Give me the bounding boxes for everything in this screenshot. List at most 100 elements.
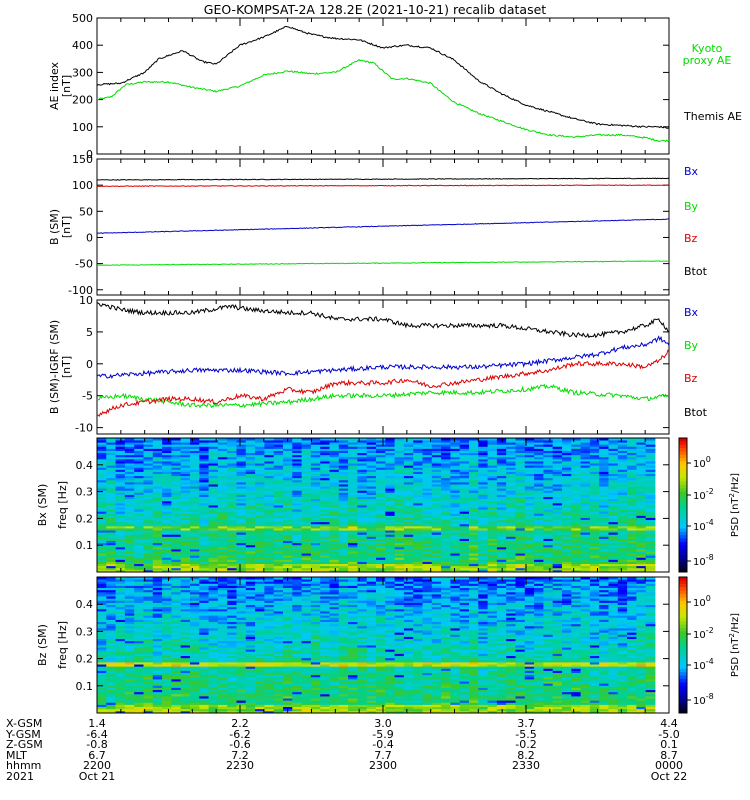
spectrogram-cell xyxy=(617,467,628,470)
spectrogram-cell xyxy=(431,540,442,544)
spectrogram-cell xyxy=(199,536,209,539)
spectrogram-cell xyxy=(338,456,349,460)
spectrogram-cell xyxy=(431,463,442,466)
spectrogram-cell xyxy=(338,469,349,472)
spectrogram-cell xyxy=(589,488,600,491)
spectrogram-cell xyxy=(366,536,377,539)
spectrogram-cell xyxy=(97,598,107,601)
spectrogram-cell xyxy=(376,555,386,558)
spectrogram-cell xyxy=(162,634,172,637)
spectrogram-cell xyxy=(571,540,581,544)
spectrogram-cell xyxy=(422,515,433,518)
spectrogram-cell xyxy=(515,519,526,523)
spectrogram-cell xyxy=(124,442,135,445)
spectrogram-cell xyxy=(348,540,358,544)
spectrogram-cell xyxy=(627,488,637,491)
spectrogram-cell xyxy=(441,509,451,512)
spectrogram-cell xyxy=(534,469,544,472)
spectrogram-cell xyxy=(310,546,321,550)
spectrogram-cell xyxy=(115,515,126,518)
spectrogram-cell xyxy=(97,515,107,518)
spectrogram-cell xyxy=(385,454,395,458)
spectrogram-cell xyxy=(236,481,247,485)
spectrogram-cell xyxy=(134,577,144,580)
spectrogram-cell xyxy=(338,488,349,491)
spectrogram-cell xyxy=(506,557,516,560)
spectrogram-cell xyxy=(645,481,656,485)
spectrogram-cell xyxy=(283,509,293,512)
spectrogram-cell xyxy=(124,674,135,678)
spectrogram-cell xyxy=(366,505,377,508)
spectrogram-cell xyxy=(338,452,349,456)
spectrogram-cell xyxy=(589,513,600,516)
spectrogram-cell xyxy=(301,450,312,454)
spectrogram-cell xyxy=(478,525,488,529)
spectrogram-cell xyxy=(292,548,302,552)
spectrogram-cell xyxy=(608,544,619,548)
spectrogram-cell xyxy=(236,534,247,537)
spectrogram-cell xyxy=(394,513,405,516)
spectrogram-cell xyxy=(478,563,488,567)
spectrogram-cell xyxy=(134,484,144,487)
spectrogram-cell xyxy=(190,628,200,631)
spectrogram-cell xyxy=(599,555,609,558)
spectrogram-cell xyxy=(459,521,470,525)
spectrogram-cell xyxy=(273,553,284,556)
spectrogram-cell xyxy=(115,649,126,652)
spectrogram-cell xyxy=(124,687,135,691)
spectrogram-cell xyxy=(469,477,479,481)
spectrogram-cell xyxy=(152,710,163,714)
spectrogram-cell xyxy=(627,490,637,493)
spectrogram-cell xyxy=(348,490,358,493)
spectrogram-cell xyxy=(264,488,275,491)
spectrogram-cell xyxy=(236,479,247,483)
spectrogram-cell xyxy=(227,471,237,474)
spectrogram-cell xyxy=(124,544,135,548)
spectrogram-cell xyxy=(589,561,600,565)
spectrogram-cell xyxy=(338,548,349,552)
spectrogram-cell xyxy=(255,542,265,546)
spectrogram-cell xyxy=(496,553,507,556)
spectrogram-cell xyxy=(385,505,395,508)
spectrogram-cell xyxy=(162,589,172,593)
legend-bx: Bx xyxy=(684,165,699,178)
spectrogram-cell xyxy=(413,532,423,535)
spectrogram-cell xyxy=(552,456,563,460)
spectrogram-cell xyxy=(320,454,330,458)
colorbar-segment xyxy=(679,531,687,536)
spectrogram-cell xyxy=(115,683,126,686)
spectrogram-cell xyxy=(245,515,256,518)
spectrogram-cell xyxy=(180,710,191,714)
spectrogram-cell xyxy=(217,458,228,462)
spectrogram-cell xyxy=(515,540,526,544)
spectrogram-cell xyxy=(171,555,182,558)
spectrogram-cell xyxy=(580,532,591,535)
spectrogram-cell xyxy=(106,519,116,523)
spectrogram-cell xyxy=(515,444,526,447)
spectrogram-cell xyxy=(115,681,126,684)
spectrogram-cell xyxy=(329,440,340,443)
spectrogram-cell xyxy=(506,479,516,483)
spectrogram-cell xyxy=(636,490,647,493)
spectrogram-cell xyxy=(431,519,442,523)
spectrogram-cell xyxy=(366,509,377,512)
spectrogram-cell xyxy=(124,463,135,466)
spectrogram-cell xyxy=(106,596,116,599)
spectrogram-cell xyxy=(394,440,405,443)
spectrogram-cell xyxy=(469,473,479,477)
spectrogram-cell xyxy=(115,598,126,601)
spectrogram-cell xyxy=(487,475,498,479)
spectrogram-cell xyxy=(450,438,461,441)
spectrogram-cell xyxy=(394,469,405,472)
spectrogram-cell xyxy=(143,544,154,548)
spectrogram-cell xyxy=(143,630,154,633)
spectrogram-cell xyxy=(357,452,368,456)
spectrogram-cell xyxy=(227,513,237,516)
spectrogram-cell xyxy=(589,511,600,514)
spectrogram-cell xyxy=(310,500,321,504)
spectrogram-cell xyxy=(115,583,126,586)
spectrogram-cell xyxy=(580,507,591,510)
spectrogram-cell xyxy=(236,473,247,477)
spectrogram-cell xyxy=(376,561,386,565)
spectrogram-cell xyxy=(162,523,172,527)
